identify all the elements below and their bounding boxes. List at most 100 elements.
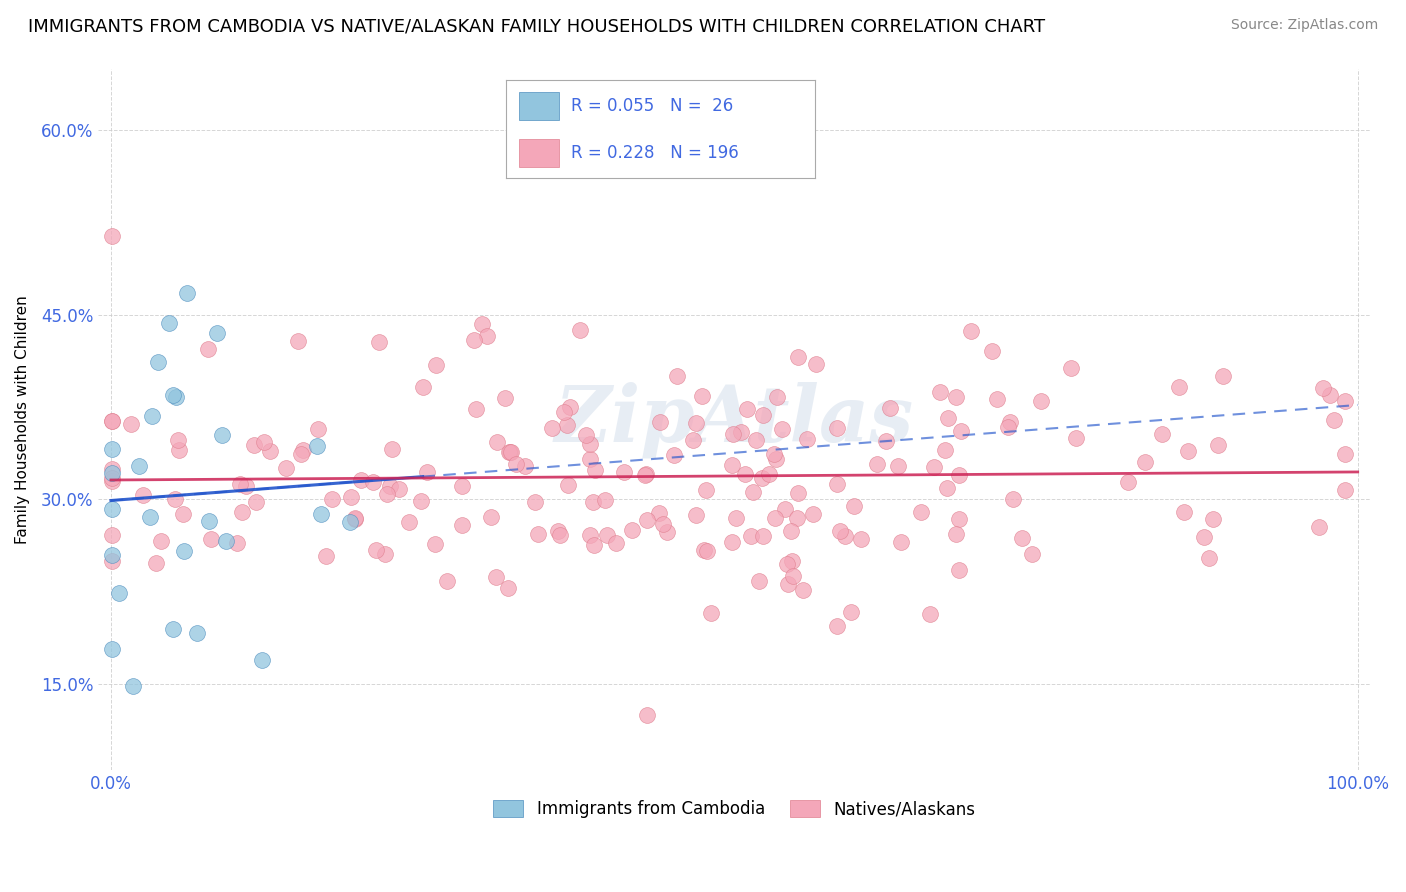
- Point: [479, 510, 502, 524]
- Point: [890, 534, 912, 549]
- Point: [451, 517, 474, 532]
- FancyBboxPatch shape: [519, 139, 558, 167]
- Point: [986, 392, 1008, 406]
- Point: [801, 508, 824, 522]
- Point: [693, 542, 716, 557]
- Point: [259, 443, 281, 458]
- Point: [101, 442, 124, 457]
- Point: [157, 316, 180, 330]
- Point: [770, 422, 793, 436]
- Point: [742, 485, 765, 500]
- Point: [167, 442, 190, 457]
- Point: [366, 542, 388, 557]
- Point: [699, 606, 721, 620]
- Point: [827, 420, 849, 434]
- Point: [173, 544, 195, 558]
- Point: [721, 427, 744, 442]
- Point: [1212, 369, 1234, 384]
- Point: [162, 387, 184, 401]
- Point: [918, 607, 941, 621]
- Point: [948, 563, 970, 577]
- Point: [763, 511, 786, 525]
- Point: [101, 471, 124, 485]
- Point: [463, 333, 485, 347]
- Point: [226, 536, 249, 550]
- Point: [107, 586, 129, 600]
- Point: [496, 581, 519, 595]
- Point: [613, 465, 636, 479]
- Point: [557, 478, 579, 492]
- Point: [145, 556, 167, 570]
- Point: [541, 421, 564, 435]
- Point: [636, 513, 658, 527]
- Point: [307, 422, 329, 436]
- Point: [505, 457, 527, 471]
- Point: [997, 420, 1019, 434]
- Point: [425, 358, 447, 372]
- Point: [526, 527, 548, 541]
- Point: [579, 452, 602, 467]
- Point: [167, 433, 190, 447]
- Point: [101, 527, 124, 541]
- Point: [409, 494, 432, 508]
- Point: [416, 466, 439, 480]
- Point: [274, 460, 297, 475]
- Point: [1334, 394, 1357, 409]
- Point: [960, 325, 983, 339]
- Point: [782, 569, 804, 583]
- Point: [721, 535, 744, 549]
- Point: [1168, 380, 1191, 394]
- Point: [245, 495, 267, 509]
- Point: [804, 357, 827, 371]
- Point: [583, 463, 606, 477]
- Point: [720, 458, 742, 472]
- Point: [287, 334, 309, 349]
- Point: [685, 416, 707, 430]
- Point: [998, 415, 1021, 429]
- Point: [827, 477, 849, 491]
- Point: [412, 380, 434, 394]
- Point: [593, 492, 616, 507]
- Point: [1135, 455, 1157, 469]
- Point: [948, 512, 970, 526]
- Point: [290, 447, 312, 461]
- Point: [1319, 388, 1341, 402]
- Point: [101, 554, 124, 568]
- Point: [924, 459, 946, 474]
- Point: [207, 326, 229, 340]
- Point: [634, 467, 657, 481]
- Point: [928, 385, 950, 400]
- Point: [172, 507, 194, 521]
- Point: [101, 462, 124, 476]
- Point: [197, 342, 219, 356]
- Point: [211, 428, 233, 442]
- Point: [830, 524, 852, 538]
- Point: [1334, 447, 1357, 461]
- Point: [1206, 438, 1229, 452]
- Point: [381, 442, 404, 456]
- Point: [141, 409, 163, 423]
- Point: [315, 549, 337, 564]
- Point: [751, 471, 773, 485]
- Point: [215, 534, 238, 549]
- Point: [343, 512, 366, 526]
- Point: [766, 390, 789, 404]
- Point: [620, 524, 643, 538]
- Point: [825, 618, 848, 632]
- Point: [851, 532, 873, 546]
- Text: R = 0.228   N = 196: R = 0.228 N = 196: [571, 144, 740, 161]
- Point: [725, 511, 748, 525]
- Point: [309, 507, 332, 521]
- Point: [648, 506, 671, 520]
- Point: [1177, 443, 1199, 458]
- Point: [1150, 426, 1173, 441]
- Point: [1334, 483, 1357, 498]
- Point: [524, 495, 547, 509]
- Point: [887, 458, 910, 473]
- Point: [934, 443, 956, 458]
- Point: [735, 401, 758, 416]
- Point: [579, 437, 602, 451]
- Point: [101, 414, 124, 428]
- Point: [499, 444, 522, 458]
- Point: [243, 438, 266, 452]
